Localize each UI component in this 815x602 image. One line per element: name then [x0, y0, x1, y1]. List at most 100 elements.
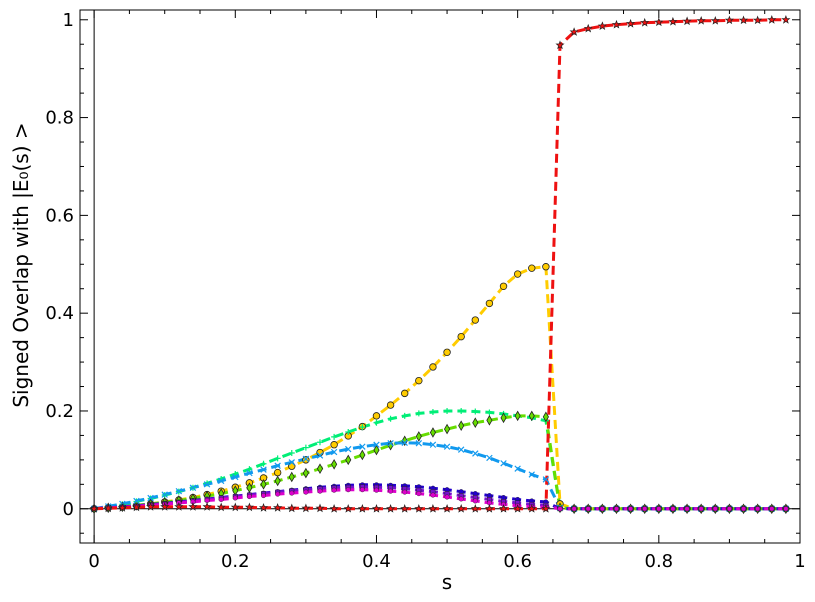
data-point	[443, 423, 451, 435]
data-point	[218, 496, 224, 502]
data-point	[275, 491, 281, 497]
data-point	[303, 489, 309, 495]
data-point	[386, 401, 395, 409]
data-point	[188, 502, 198, 511]
data-point	[386, 504, 396, 513]
data-point	[724, 15, 734, 25]
data-point	[117, 503, 127, 512]
data-point	[244, 502, 254, 512]
data-point	[528, 264, 536, 272]
data-point	[131, 502, 142, 512]
data-point	[654, 17, 664, 27]
data-point	[246, 494, 252, 500]
data-point	[343, 504, 353, 513]
data-point	[542, 263, 550, 271]
marker-layer	[89, 15, 791, 515]
data-point	[161, 491, 168, 498]
data-point	[557, 506, 563, 512]
data-point	[175, 487, 183, 495]
data-point	[472, 450, 479, 457]
data-point	[541, 504, 551, 513]
data-point	[458, 496, 464, 502]
data-point	[331, 433, 338, 440]
data-point	[640, 17, 650, 27]
data-point	[599, 506, 605, 512]
data-point	[289, 490, 295, 496]
plot-frame	[79, 9, 801, 544]
data-point	[288, 450, 295, 457]
data-point	[359, 443, 366, 450]
data-point	[232, 471, 239, 478]
data-point	[656, 506, 662, 512]
data-point	[388, 488, 394, 494]
data-point	[626, 18, 636, 28]
plot-area	[80, 10, 800, 543]
data-point	[146, 502, 156, 511]
data-point	[783, 506, 789, 512]
data-point	[668, 16, 678, 26]
data-point	[260, 466, 267, 473]
data-point	[331, 487, 337, 493]
data-point	[429, 363, 437, 371]
data-point	[528, 410, 535, 422]
data-point	[401, 435, 408, 447]
x-tick-label: 0.6	[503, 551, 532, 572]
y-tick-label: 0.4	[45, 303, 74, 324]
data-point	[429, 408, 436, 415]
x-tick-label: 1	[794, 551, 805, 572]
data-point	[373, 441, 380, 448]
data-point	[738, 15, 749, 25]
data-point	[514, 465, 521, 472]
data-point	[246, 469, 253, 477]
data-point	[345, 454, 352, 466]
data-point	[443, 443, 451, 450]
y-tick-label: 0.6	[45, 205, 74, 226]
data-point	[500, 460, 507, 467]
data-point	[274, 475, 281, 487]
data-point	[345, 445, 352, 453]
x-axis-label: s	[442, 570, 452, 594]
data-point	[317, 488, 323, 494]
data-point	[204, 497, 210, 503]
data-point	[442, 504, 452, 513]
data-point	[316, 463, 324, 474]
data-point	[359, 424, 366, 431]
data-point	[359, 449, 366, 461]
data-point	[569, 27, 579, 36]
data-point	[684, 506, 690, 512]
data-point	[216, 502, 226, 512]
data-point	[457, 332, 465, 341]
data-point	[585, 506, 591, 512]
data-point	[273, 468, 282, 477]
data-point	[741, 506, 747, 512]
data-point	[698, 506, 704, 512]
data-point	[430, 492, 436, 498]
data-point	[670, 506, 676, 512]
data-point	[597, 21, 607, 31]
data-point	[472, 498, 478, 504]
data-point	[302, 467, 309, 479]
x-tick-label: 0.8	[645, 551, 674, 572]
data-point	[301, 503, 311, 513]
data-point	[781, 15, 791, 24]
data-point	[329, 504, 339, 513]
data-point	[204, 480, 211, 487]
data-point	[202, 502, 212, 511]
data-point	[89, 504, 99, 513]
data-point	[485, 299, 494, 308]
data-point	[274, 455, 281, 462]
data-point	[401, 412, 408, 419]
data-point	[571, 506, 577, 512]
y-tick-label: 0.2	[45, 401, 74, 422]
data-point	[500, 412, 507, 424]
data-point	[273, 503, 283, 512]
data-point	[583, 23, 593, 33]
data-point	[726, 506, 732, 512]
data-point	[357, 504, 367, 513]
data-point	[387, 439, 394, 451]
data-point	[232, 473, 239, 481]
data-point	[696, 16, 706, 25]
data-point	[359, 487, 365, 493]
data-point	[302, 455, 310, 463]
data-point	[486, 414, 493, 426]
